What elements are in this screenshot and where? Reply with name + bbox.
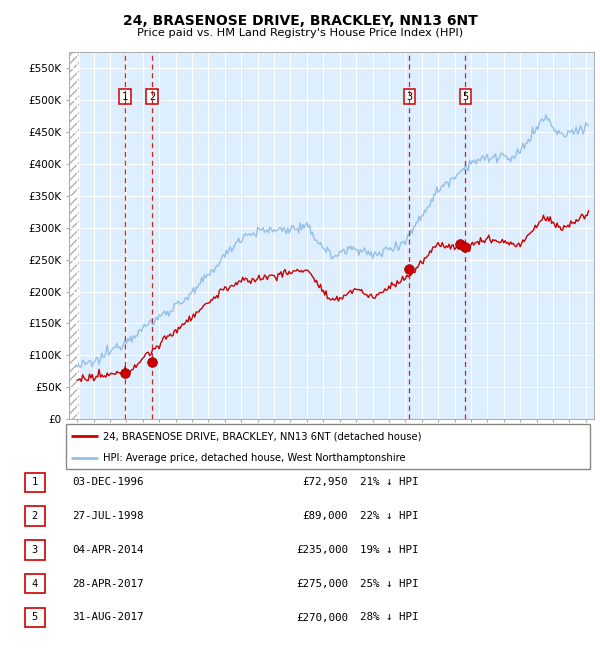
Text: 1: 1: [122, 92, 128, 101]
Bar: [69, 52, 79, 419]
Text: 24, BRASENOSE DRIVE, BRACKLEY, NN13 6NT (detached house): 24, BRASENOSE DRIVE, BRACKLEY, NN13 6NT …: [103, 431, 421, 441]
FancyBboxPatch shape: [25, 574, 44, 593]
Text: 22% ↓ HPI: 22% ↓ HPI: [360, 511, 419, 521]
Text: 31-AUG-2017: 31-AUG-2017: [72, 612, 143, 623]
FancyBboxPatch shape: [25, 608, 44, 627]
Text: 24, BRASENOSE DRIVE, BRACKLEY, NN13 6NT: 24, BRASENOSE DRIVE, BRACKLEY, NN13 6NT: [122, 14, 478, 28]
Text: 3: 3: [406, 92, 413, 101]
Text: £72,950: £72,950: [302, 477, 348, 488]
Text: 25% ↓ HPI: 25% ↓ HPI: [360, 578, 419, 589]
FancyBboxPatch shape: [25, 473, 44, 492]
Text: £235,000: £235,000: [296, 545, 348, 555]
Text: 2: 2: [32, 511, 38, 521]
Text: 04-APR-2014: 04-APR-2014: [72, 545, 143, 555]
FancyBboxPatch shape: [25, 506, 44, 526]
FancyBboxPatch shape: [25, 540, 44, 560]
Text: 03-DEC-1996: 03-DEC-1996: [72, 477, 143, 488]
FancyBboxPatch shape: [65, 424, 590, 469]
Text: HPI: Average price, detached house, West Northamptonshire: HPI: Average price, detached house, West…: [103, 452, 406, 463]
Text: 1: 1: [32, 477, 38, 488]
Text: 27-JUL-1998: 27-JUL-1998: [72, 511, 143, 521]
Bar: [69, 52, 79, 419]
Text: 21% ↓ HPI: 21% ↓ HPI: [360, 477, 419, 488]
Text: 5: 5: [32, 612, 38, 623]
Text: 28-APR-2017: 28-APR-2017: [72, 578, 143, 589]
Text: £270,000: £270,000: [296, 612, 348, 623]
Text: 4: 4: [32, 578, 38, 589]
Text: £275,000: £275,000: [296, 578, 348, 589]
Text: 19% ↓ HPI: 19% ↓ HPI: [360, 545, 419, 555]
Text: 28% ↓ HPI: 28% ↓ HPI: [360, 612, 419, 623]
Text: 3: 3: [32, 545, 38, 555]
Text: 5: 5: [462, 92, 469, 101]
Text: £89,000: £89,000: [302, 511, 348, 521]
Text: 2: 2: [149, 92, 155, 101]
Text: Price paid vs. HM Land Registry's House Price Index (HPI): Price paid vs. HM Land Registry's House …: [137, 28, 463, 38]
